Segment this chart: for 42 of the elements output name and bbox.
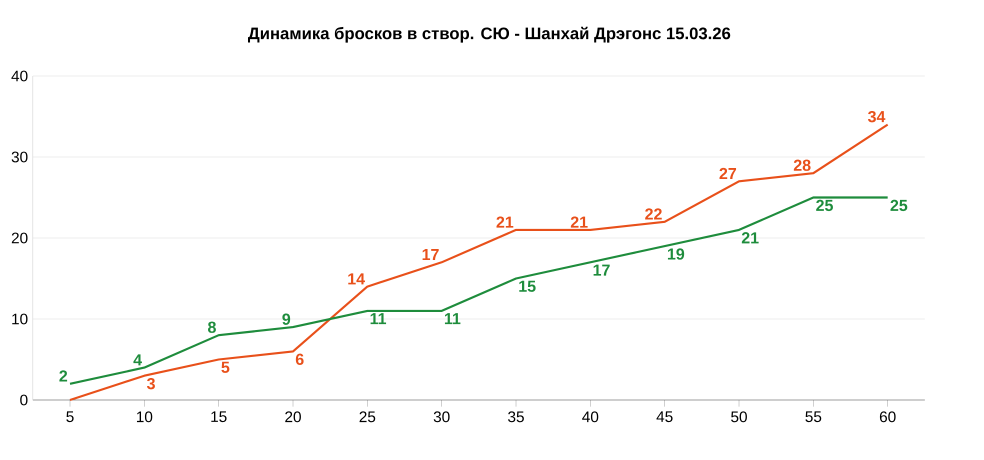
x-tick-label: 5 [66, 411, 74, 422]
x-tick-label: 50 [731, 411, 747, 422]
y-tick-label: 0 [20, 394, 28, 406]
y-tick-label: 10 [12, 314, 28, 324]
data-label: 34 [868, 110, 886, 122]
data-label: 11 [444, 313, 460, 324]
data-label: 27 [720, 168, 736, 180]
line-series [68, 124, 889, 402]
x-tick-label: 60 [880, 411, 896, 422]
y-tick-label: 30 [12, 152, 28, 162]
data-label: 5 [221, 362, 230, 373]
data-label: 21 [496, 216, 514, 228]
y-tick-label: 40 [11, 70, 28, 82]
data-label: 17 [422, 249, 439, 260]
x-tick-label: 55 [805, 411, 822, 422]
x-tick-label: 25 [360, 411, 376, 422]
data-label: 6 [296, 354, 304, 365]
y-tick-label: 20 [12, 232, 28, 244]
data-label: 3 [146, 378, 155, 390]
data-label: 21 [742, 232, 759, 244]
data-label: 25 [890, 200, 908, 212]
data-label: 9 [282, 314, 290, 325]
data-label: 19 [668, 248, 684, 260]
data-label: 14 [348, 273, 365, 284]
x-tick-label: 35 [508, 411, 524, 422]
data-label: 8 [208, 322, 216, 333]
data-label: 2 [59, 370, 68, 382]
data-label: 11 [370, 313, 386, 324]
data-label: 21 [570, 216, 588, 228]
data-label: 4 [133, 354, 142, 366]
data-label: 17 [594, 264, 610, 276]
x-tick-label: 10 [136, 411, 152, 422]
data-label: 15 [519, 280, 536, 292]
data-label: 22 [645, 208, 662, 220]
data-label: 28 [794, 160, 811, 171]
x-tick-label: 30 [434, 411, 450, 422]
data-label: 25 [816, 200, 833, 212]
x-tick-label: 45 [656, 411, 673, 422]
x-tick-label: 15 [211, 411, 227, 422]
x-tick-label: 40 [582, 411, 598, 422]
chart-title: Динамика бросков в створ. СЮ - Шанхай Дрэгонс 15.03.26 [248, 26, 730, 43]
x-tick-label: 20 [285, 411, 301, 422]
